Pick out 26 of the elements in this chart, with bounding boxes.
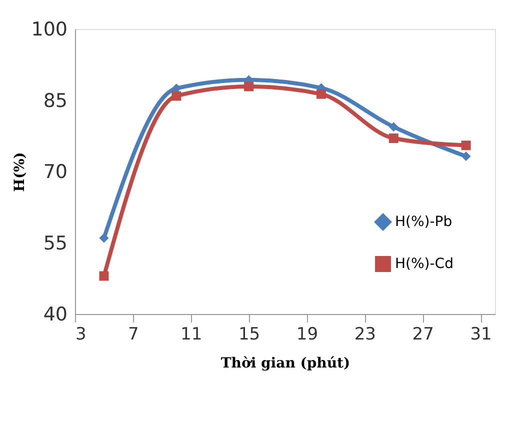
x-axis-title: Thời gian (phút) — [220, 356, 350, 372]
x-tick-label: 3 — [76, 324, 86, 344]
point — [172, 91, 182, 101]
x-tick-label: 19 — [296, 324, 318, 344]
y-axis-title: H(%) — [12, 152, 28, 192]
point — [461, 152, 471, 162]
x-tick-label: 31 — [470, 324, 492, 344]
x-tick-label: 23 — [354, 324, 376, 344]
x-tick-label: 15 — [238, 324, 260, 344]
x-tick-label: 27 — [412, 324, 434, 344]
legend-label: H(%)-Pb — [395, 214, 452, 230]
y-tick-label: 85 — [43, 90, 68, 112]
point — [388, 134, 398, 143]
point — [99, 271, 109, 281]
point — [388, 122, 398, 132]
legend-label: H(%)-Cd — [395, 256, 454, 272]
point — [244, 82, 254, 92]
y-tick-label: 100 — [31, 18, 68, 40]
x-tick-label: 11 — [180, 324, 202, 344]
y-tick-label: 70 — [43, 161, 68, 183]
point — [316, 89, 326, 99]
y-tick-label: 55 — [43, 232, 68, 254]
x-tick-label: 7 — [128, 324, 139, 344]
y-tick-label: 40 — [43, 304, 68, 326]
point — [99, 233, 109, 243]
point — [461, 140, 471, 150]
